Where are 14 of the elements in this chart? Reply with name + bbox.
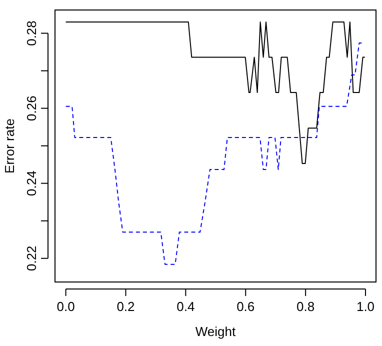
x-tick-label: 0.2	[116, 299, 135, 314]
line-series	[65, 42, 364, 265]
x-tick-label: 0.0	[56, 299, 75, 314]
y-tick-label: 0.24	[24, 170, 39, 196]
y-tick-label: 0.22	[24, 246, 39, 272]
y-tick-label: 0.28	[24, 20, 39, 46]
line-series	[65, 22, 366, 164]
x-axis-title: Weight	[195, 324, 236, 339]
x-tick-label: 0.4	[176, 299, 195, 314]
y-axis-title: Error rate	[2, 118, 17, 174]
x-tick-label: 0.6	[236, 299, 255, 314]
y-tick-label: 0.26	[24, 96, 39, 121]
x-tick-label: 1.0	[356, 299, 375, 314]
x-tick-label: 0.8	[296, 299, 315, 314]
